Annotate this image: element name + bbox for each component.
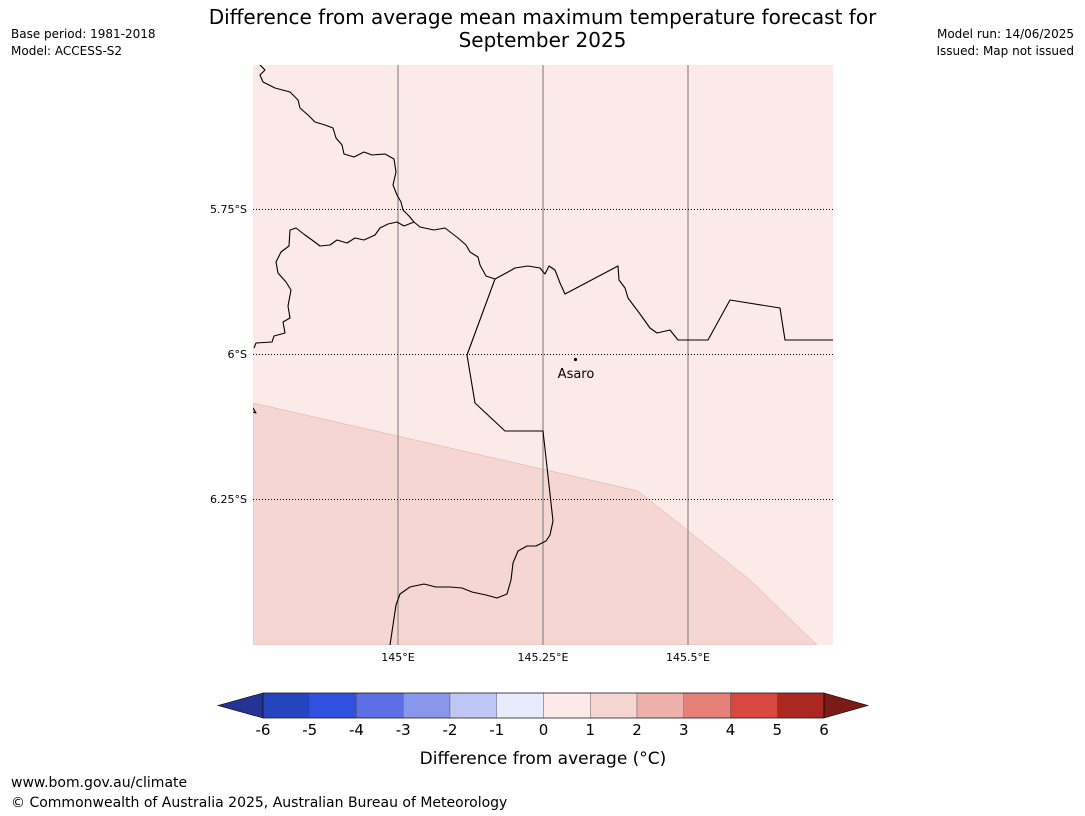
colorbar-tick-label: 3 [679,721,689,739]
boundary-line [413,221,833,341]
colorbar-segment [356,692,404,719]
colorbar-segment [543,692,591,719]
colorbar-tick-label: -4 [349,721,364,739]
model-run-text: Model run: 14/06/2025 [936,27,1074,41]
issued-text: Issued: Map not issued [936,44,1074,58]
footer: www.bom.gov.au/climate © Commonwealth of… [11,773,507,813]
colorbar-segment [730,692,778,719]
lon-label: 145°E [381,651,414,664]
lat-label: 5.75°S [210,203,247,216]
colorbar-tick-label: -1 [489,721,504,739]
boundary-line [389,278,554,645]
colorbar-tick-label: 6 [819,721,829,739]
footer-url: www.bom.gov.au/climate [11,775,188,791]
colorbar-segment [636,692,684,719]
lat-label: 6.25°S [210,493,247,506]
colorbar-segment [262,692,310,719]
colorbar-outline [262,692,825,719]
colorbar: -6 -5 -4 -3 -2 -1 0 1 2 3 4 5 6 Difference from aver… [216,692,870,769]
map-title: Difference from average mean maximum tem… [208,5,877,52]
colorbar-tick-label: 1 [585,721,595,739]
model-text: Model: ACCESS-S2 [11,44,123,58]
colorbar-segment [777,692,825,719]
colorbar-extension-low [216,692,264,719]
colorbar-tick-label: -5 [302,721,317,739]
footer-copyright: © Commonwealth of Australia 2025, Austra… [11,795,508,811]
colorbar-segment [309,692,357,719]
colorbar-tick-label: 0 [539,721,549,739]
colorbar-segment [683,692,731,719]
colorbar-tick-label: -2 [443,721,458,739]
colorbar-tick-label: -6 [256,721,271,739]
lat-label: 6°S [228,348,247,361]
map-info-left: Base period: 1981-2018 Model: ACCESS-S2 [11,26,156,60]
anomaly-region-1-to-2 [253,402,818,645]
colorbar-tick-label: 5 [772,721,782,739]
lon-label: 145.5°E [666,651,710,664]
boundary-line [253,65,415,349]
colorbar-segment [449,692,497,719]
base-period-text: Base period: 1981-2018 [11,27,156,41]
colorbar-tick-label: -3 [396,721,411,739]
colorbar-extension-high [823,692,870,719]
colorbar-tick-label: 2 [632,721,642,739]
boundary-line [253,407,257,414]
colorbar-tick-label: 4 [726,721,736,739]
colorbar-label: Difference from average (°C) [420,749,667,769]
colorbar-segment [403,692,451,719]
place-label: Asaro [558,367,595,382]
map-info-right: Model run: 14/06/2025 Issued: Map not is… [936,26,1074,60]
colorbar-segment [590,692,638,719]
lon-label: 145.25°E [518,651,569,664]
colorbar-segment [496,692,544,719]
place-marker [573,357,578,362]
